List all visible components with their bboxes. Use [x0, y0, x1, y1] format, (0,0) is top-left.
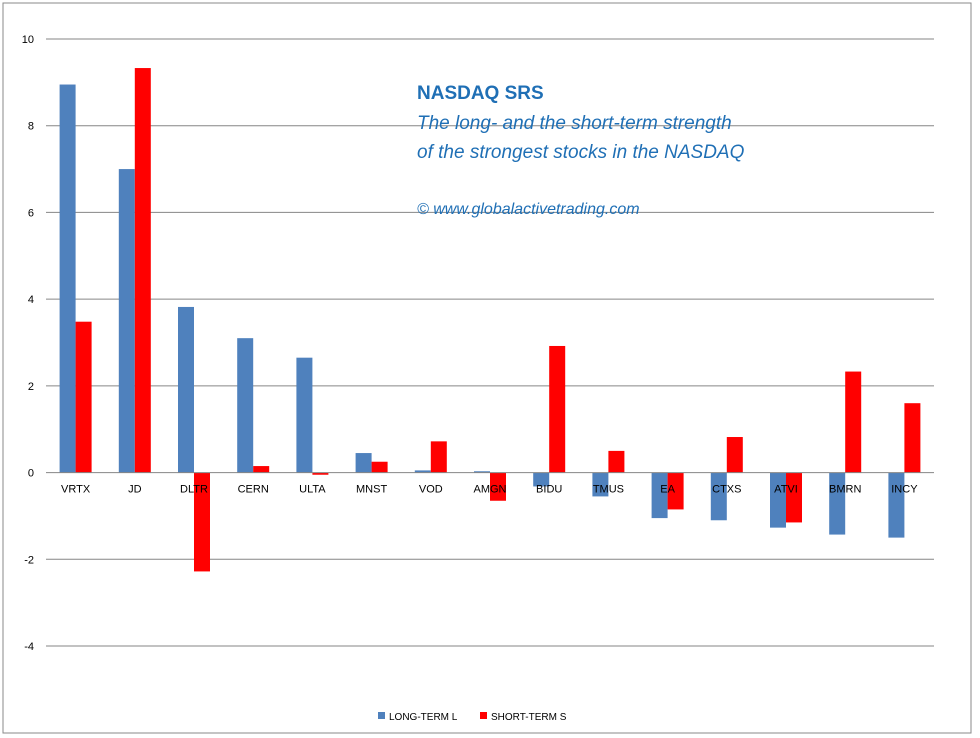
y-tick-label: 2 — [28, 381, 34, 393]
x-tick-label: INCY — [891, 484, 918, 496]
x-tick-label: VOD — [419, 484, 443, 496]
x-tick-label: VRTX — [61, 484, 91, 496]
chart-subtitle-line-2: of the strongest stocks in the NASDAQ — [417, 142, 745, 163]
x-tick-label: CERN — [238, 484, 269, 496]
bar-bidu-short-term — [549, 345, 566, 473]
bar-bmrn-short-term — [845, 371, 862, 473]
bar-amgn-long-term — [474, 471, 490, 473]
bars — [59, 68, 921, 572]
bar-atvi-long-term — [770, 472, 786, 528]
bar-jd-long-term — [118, 169, 135, 473]
x-tick-label: BMRN — [829, 484, 861, 496]
bar-ctxs-long-term — [710, 472, 727, 521]
legend-swatch-short-term — [480, 712, 487, 719]
bar-cern-short-term — [253, 466, 270, 473]
chart-subtitle-line-1: The long- and the short-term strength — [417, 113, 732, 134]
bar-vrtx-long-term — [59, 84, 76, 473]
chart-title: NASDAQ SRS — [417, 83, 544, 104]
bar-vod-short-term — [430, 441, 447, 473]
legend: LONG-TERM L SHORT-TERM S — [378, 712, 567, 723]
bar-dltr-long-term — [178, 306, 194, 473]
bar-tmus-short-term — [608, 450, 625, 473]
bar-mnst-short-term — [371, 461, 388, 473]
bar-bidu-long-term — [533, 472, 550, 487]
chart-credit: © www.globalactivetrading.com — [417, 201, 640, 218]
legend-swatch-long-term — [378, 712, 385, 719]
legend-label-short-term: SHORT-TERM S — [491, 712, 567, 723]
y-tick-label: 8 — [28, 121, 34, 133]
y-tick-label: -2 — [24, 554, 34, 566]
x-tick-label: AMGN — [474, 484, 507, 496]
bar-atvi-short-term — [786, 472, 802, 523]
x-tick-label: JD — [128, 484, 142, 496]
y-tick-label: 6 — [28, 207, 34, 219]
y-tick-label: -4 — [24, 641, 34, 653]
x-tick-label: DLTR — [180, 484, 208, 496]
x-tick-label: ULTA — [299, 484, 326, 496]
y-tick-label: 10 — [22, 34, 34, 46]
bar-dltr-short-term — [194, 472, 210, 572]
y-tick-label: 4 — [28, 294, 34, 306]
bar-ulta-long-term — [296, 357, 313, 473]
legend-label-long-term: LONG-TERM L — [389, 712, 458, 723]
bar-ulta-short-term — [312, 472, 329, 475]
bar-jd-short-term — [134, 68, 151, 473]
bar-ctxs-short-term — [726, 437, 743, 473]
bar-tmus-long-term — [592, 472, 609, 497]
bar-vrtx-short-term — [75, 321, 92, 473]
y-tick-label: 0 — [28, 468, 34, 480]
bar-bmrn-long-term — [829, 472, 846, 535]
bar-ea-long-term — [651, 472, 668, 519]
bar-mnst-long-term — [355, 453, 372, 473]
x-tick-label: TMUS — [593, 484, 624, 496]
x-tick-label: ATVI — [774, 484, 798, 496]
x-tick-label: BIDU — [536, 484, 562, 496]
x-tick-label: EA — [660, 484, 675, 496]
y-axis-ticks: -4 -2 0 2 4 6 8 10 — [22, 34, 34, 653]
bar-cern-long-term — [237, 338, 254, 473]
x-tick-label: MNST — [356, 484, 387, 496]
x-axis-labels: VRTX JD DLTR CERN ULTA MNST VOD AMGN BIDU TMUS EA C… — [61, 484, 918, 496]
bar-amgn-short-term — [490, 472, 506, 501]
x-tick-label: CTXS — [712, 484, 741, 496]
bar-vod-long-term — [414, 470, 431, 473]
bar-incy-long-term — [888, 472, 905, 538]
bar-ea-short-term — [667, 472, 684, 510]
bar-incy-short-term — [904, 403, 921, 473]
